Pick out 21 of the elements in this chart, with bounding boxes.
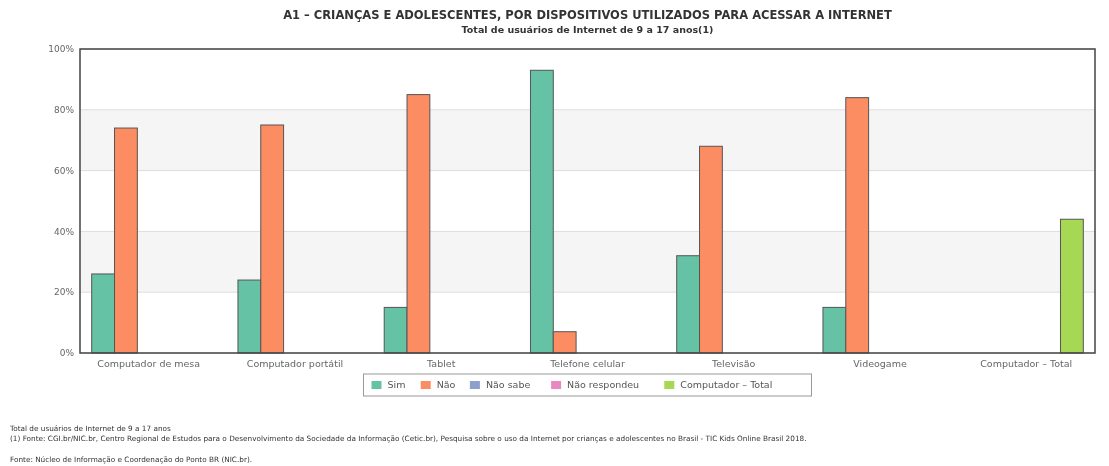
chart-title: A1 – CRIANÇAS E ADOLESCENTES, POR DISPOSITIVOS UTILIZADOS PARA ACESSAR A INTERNET <box>283 8 892 22</box>
legend-label: Não <box>436 379 456 391</box>
y-tick-label: 80% <box>53 104 75 115</box>
y-tick-label: 20% <box>53 287 75 298</box>
x-tick-label: Tablet <box>426 358 456 369</box>
legend-label: Não respondeu <box>567 379 640 391</box>
x-tick-label: Videogame <box>853 358 907 369</box>
x-tick-label: Televisão <box>711 358 756 369</box>
legend-label: Sim <box>387 379 406 391</box>
y-tick-label: 100% <box>48 44 75 55</box>
x-tick-label: Computador – Total <box>980 358 1073 369</box>
x-tick-label: Computador portátil <box>246 358 344 369</box>
bar <box>1059 218 1084 354</box>
legend-label: Computador – Total <box>680 379 773 391</box>
chart-subtitle: Total de usuários de Internet de 9 a 17 anos(1) <box>461 24 714 35</box>
x-tick-label: Telefone celular <box>549 358 625 369</box>
legend-label: Não sabe <box>485 379 531 391</box>
y-tick-label: 0% <box>59 348 75 359</box>
y-tick-label: 60% <box>53 165 75 176</box>
y-tick-label: 40% <box>53 226 75 237</box>
x-tick-label: Computador de mesa <box>97 358 201 369</box>
